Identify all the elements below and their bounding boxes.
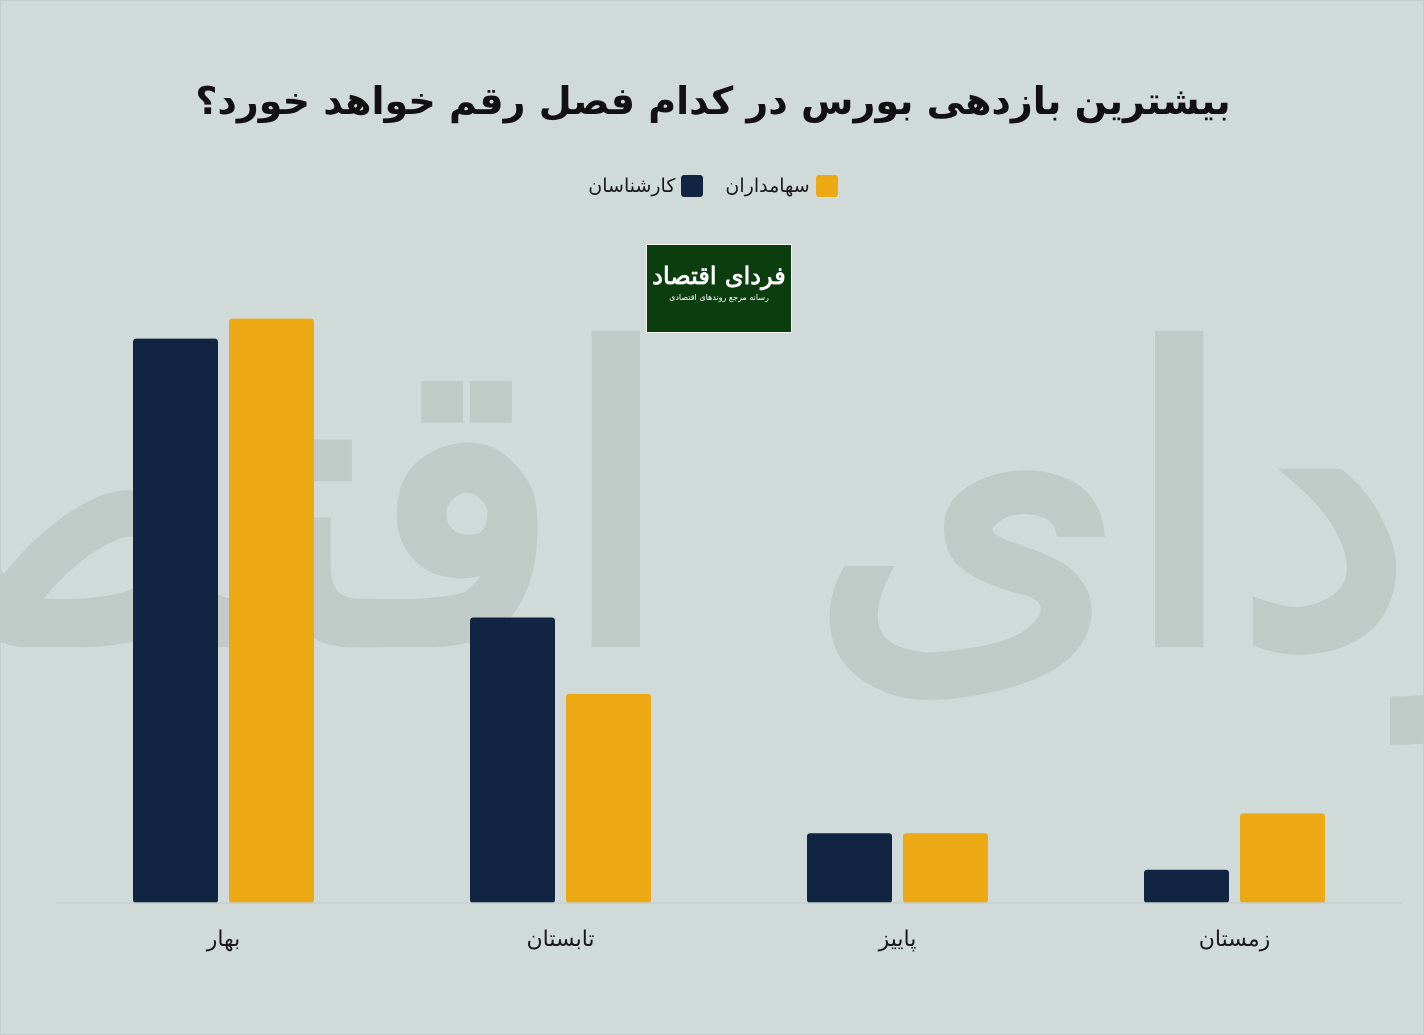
bar-shareholders-2	[903, 833, 988, 903]
bar-experts-2	[807, 833, 892, 903]
bar-shareholders-1	[566, 693, 651, 903]
legend-label-shareholders: سهامداران	[725, 175, 810, 197]
brand-logo: فردای اقتصاد رسانه مرجع روندهای اقتصادی	[646, 244, 792, 333]
chart-title: بیشترین بازدهی بورس در کدام فصل رقم خواه…	[195, 79, 1231, 123]
logo-tagline: رسانه مرجع روندهای اقتصادی	[669, 293, 769, 303]
category-label-1: تابستان	[526, 927, 594, 952]
bar-experts-3	[1144, 869, 1229, 903]
category-label-3: زمستان	[1199, 927, 1271, 952]
logo-name: فردای اقتصاد	[652, 261, 786, 290]
bars-layer	[133, 318, 1325, 904]
legend-swatch-shareholders	[815, 175, 838, 197]
legend-swatch-experts	[681, 175, 704, 197]
category-label-0: بهار	[206, 927, 241, 952]
legend: سهامداران کارشناسان	[1, 175, 1423, 197]
bar-experts-1	[470, 617, 555, 903]
category-label-2: پاییز	[878, 927, 917, 952]
legend-label-experts: کارشناسان	[588, 175, 676, 197]
legend-item-shareholders: سهامداران	[725, 175, 838, 197]
bar-experts-0	[133, 338, 218, 904]
bar-shareholders-0	[229, 318, 314, 903]
legend-item-experts: کارشناسان	[588, 175, 704, 197]
bar-shareholders-3	[1240, 813, 1325, 903]
category-labels: بهار تابستان پاییز زمستان	[206, 927, 1271, 952]
